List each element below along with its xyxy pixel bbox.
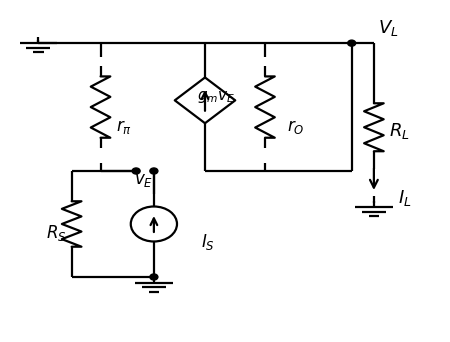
Text: $g_m v_E$: $g_m v_E$ — [197, 89, 235, 105]
Text: $v_E$: $v_E$ — [134, 171, 153, 189]
Circle shape — [150, 274, 158, 280]
Text: $I_L$: $I_L$ — [398, 188, 412, 208]
Text: $I_S$: $I_S$ — [201, 232, 215, 252]
Text: $R_L$: $R_L$ — [389, 121, 410, 141]
Circle shape — [150, 168, 158, 174]
Circle shape — [348, 40, 356, 46]
Text: $r_O$: $r_O$ — [287, 118, 305, 136]
Text: $r_\pi$: $r_\pi$ — [116, 118, 132, 136]
Text: $V_L$: $V_L$ — [378, 18, 399, 38]
Text: $R_S$: $R_S$ — [46, 223, 67, 243]
Circle shape — [132, 168, 140, 174]
